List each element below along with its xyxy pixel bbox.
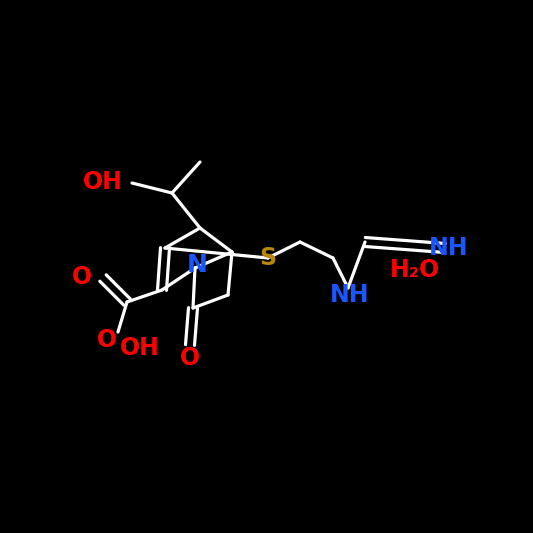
Text: H₂O: H₂O xyxy=(390,258,440,282)
Text: O: O xyxy=(97,328,117,352)
Text: OH: OH xyxy=(120,336,160,360)
Text: O: O xyxy=(180,346,200,370)
Text: S: S xyxy=(260,246,277,270)
Text: NH: NH xyxy=(330,283,370,307)
Text: N: N xyxy=(187,253,207,277)
Text: NH: NH xyxy=(429,236,469,260)
Text: OH: OH xyxy=(83,170,123,194)
Text: O: O xyxy=(72,265,92,289)
